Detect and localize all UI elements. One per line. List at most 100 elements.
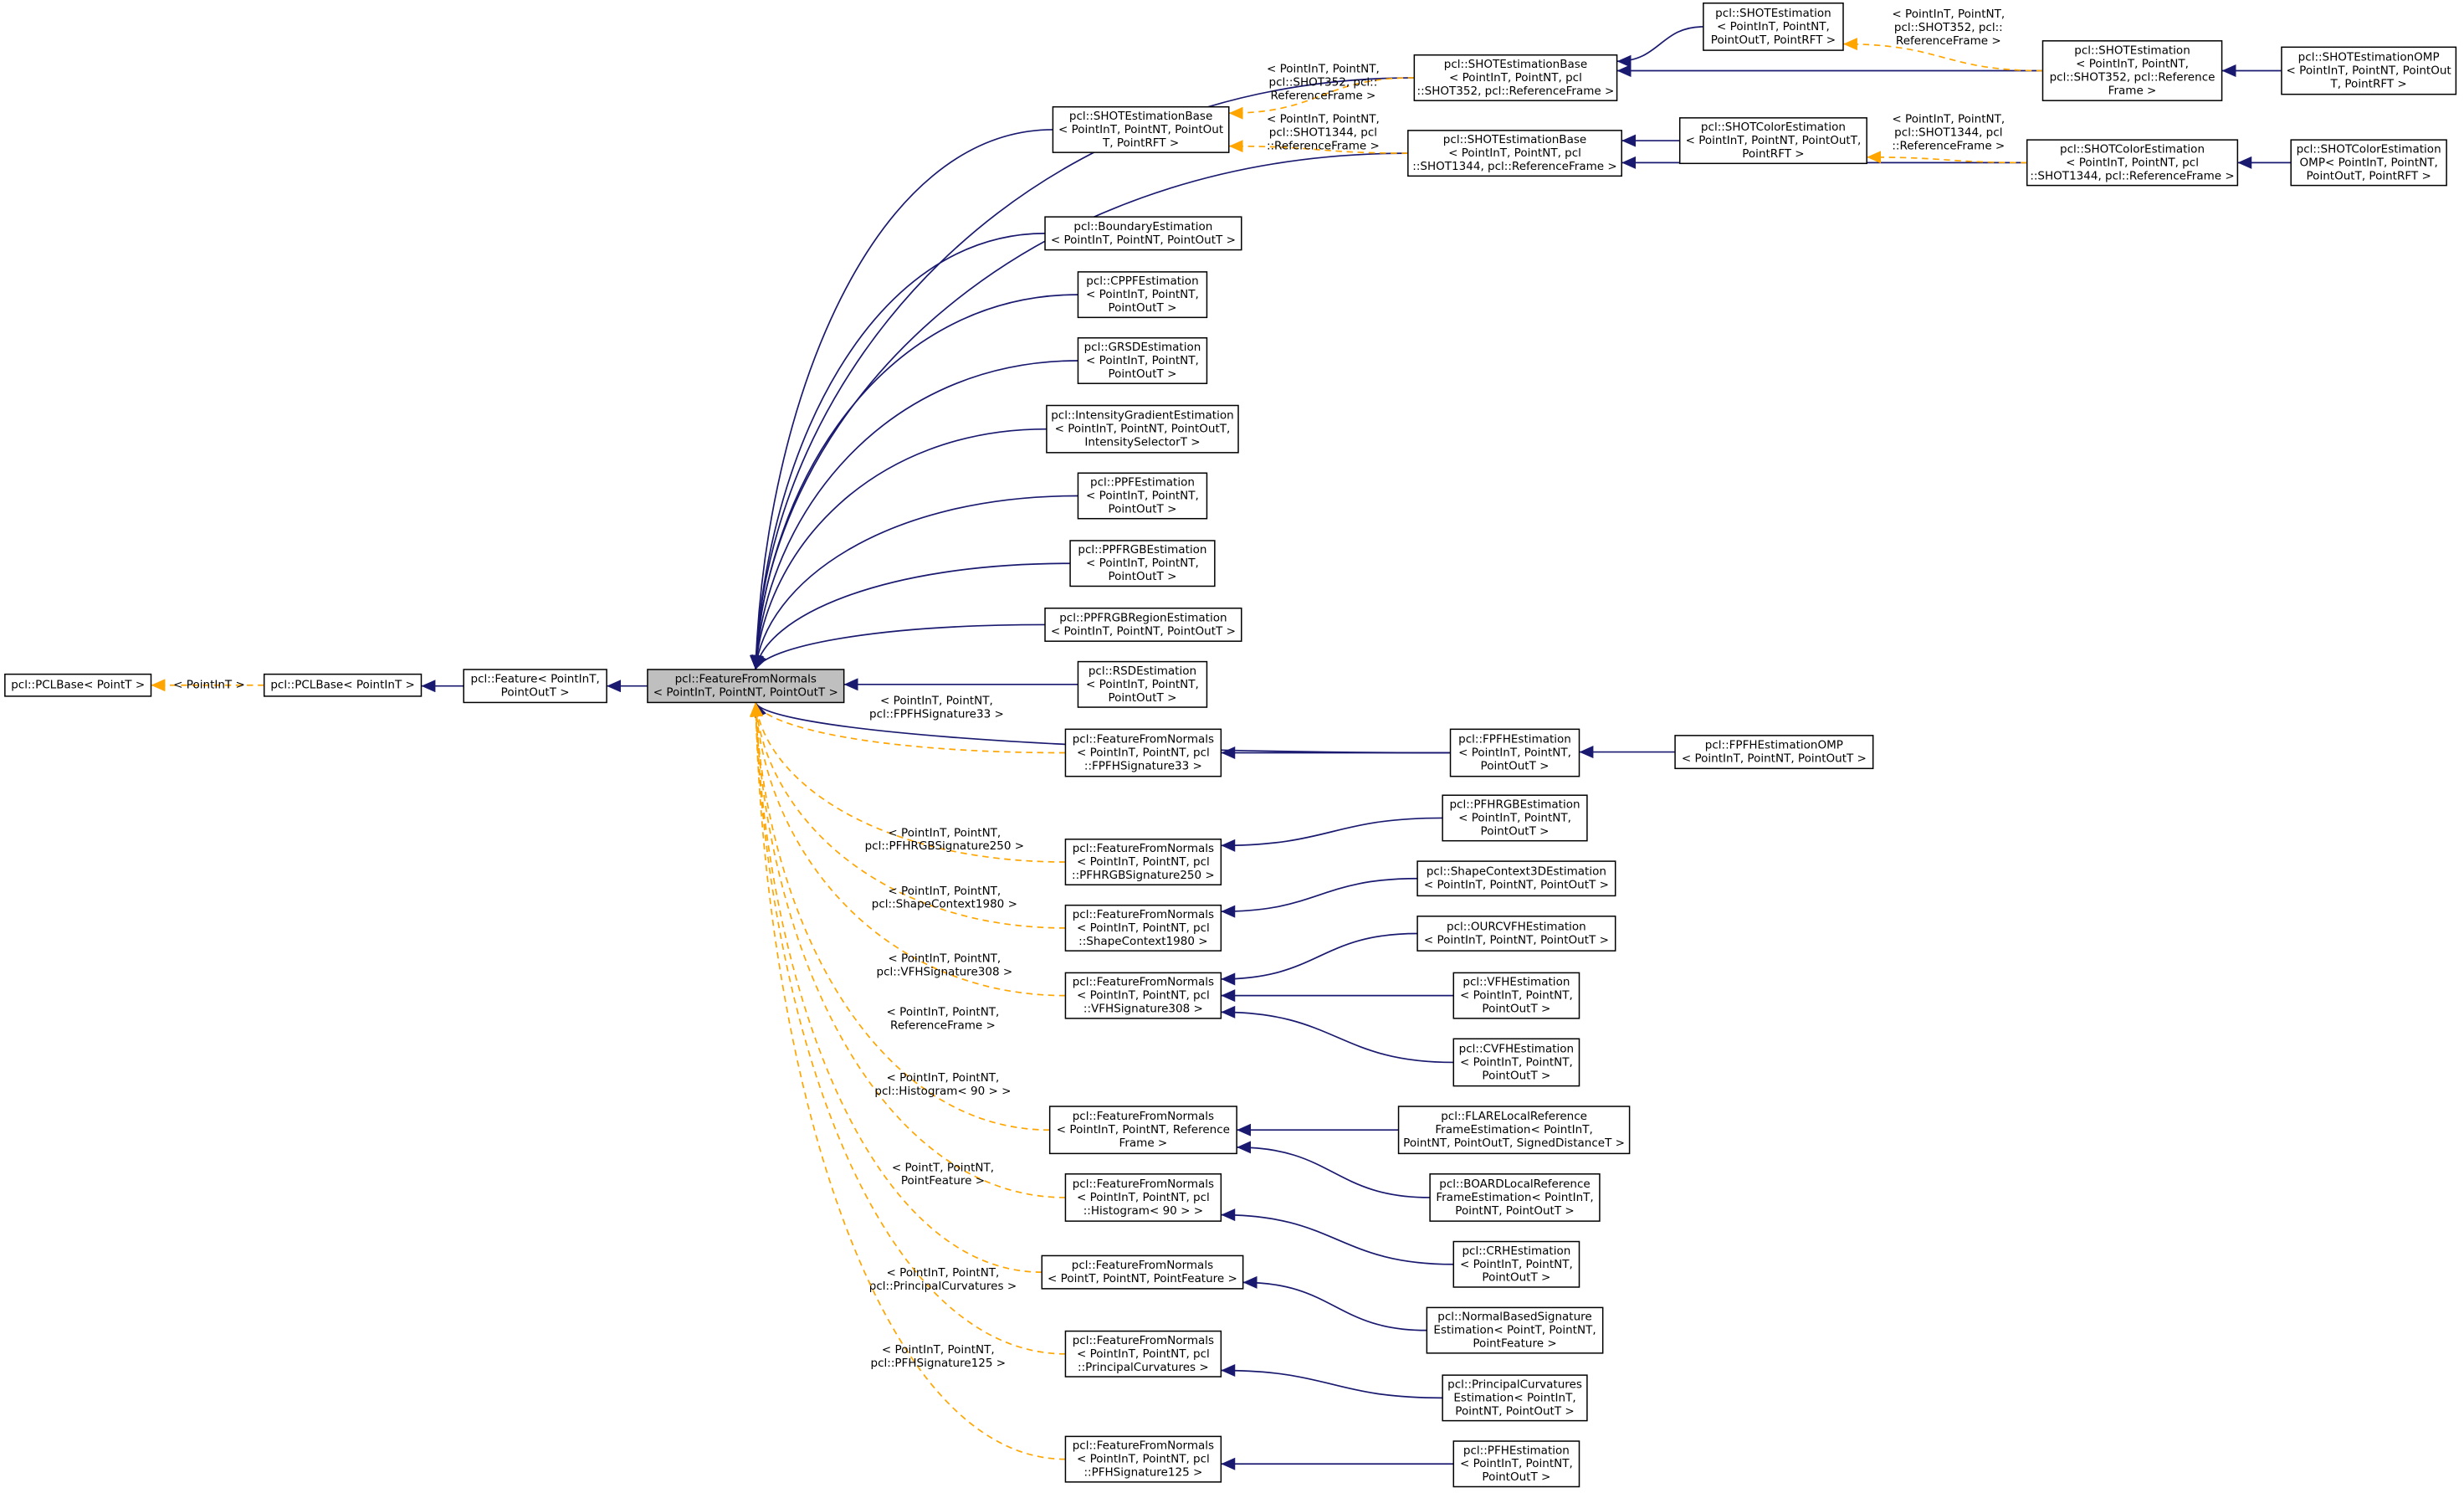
class-label: ::SHOT1344, pcl::ReferenceFrame > [2030,169,2234,182]
class-label: PointOutT > [501,686,570,700]
class-label: pcl::CVFHEstimation [1459,1042,1574,1055]
inheritance-edge [750,428,1047,670]
template-edge [750,702,1066,1198]
class-label: pcl::FeatureFromNormals [1073,1334,1214,1347]
class-label: < PointInT, PointNT, pcl [1077,921,1210,935]
class-node [1449,728,1580,777]
inheritance-edge [755,702,1451,754]
template-edge [750,702,1066,1355]
class-label: ::FPFHSignature33 > [1084,759,1202,772]
class-node [1077,336,1208,384]
class-label: pcl::SHOTColorEstimation [1701,121,1846,134]
class-label: OMP< PointInT, PointNT, [2300,156,2438,169]
class-label: ::PFHRGBSignature250 > [1072,869,1215,882]
class-node [1077,660,1208,708]
class-label: < PointInT, PointNT, [1717,20,1830,33]
class-label: < PointInT, PointNT, [1086,557,1199,570]
edge-label: pcl::Histogram< 90 > > [874,1085,1011,1098]
class-node [2041,40,2223,101]
class-label: < PointInT, PointNT, [2076,58,2189,71]
class-label: PointOutT > [1482,1470,1550,1484]
class-node [1426,1306,1604,1354]
class-label: ::SHOT352, pcl::ReferenceFrame > [1417,85,1615,98]
class-node [1044,607,1242,642]
class-label: ::Histogram< 90 > > [1083,1204,1203,1218]
class-label: pcl::RSDEstimation [1089,664,1196,678]
class-label: PointNT, PointOutT > [1455,1404,1574,1418]
class-label: IntensitySelectorT > [1084,436,1200,449]
class-label: pcl::PCLBase< PointT > [11,679,145,692]
class-node [2281,46,2457,95]
class-label: pcl::IntensityGradientEstimation [1051,409,1234,423]
class-label: < PointInT, PointNT, pcl [1077,989,1210,1003]
class-node [1064,728,1222,777]
class-label: ::ShapeContext1980 > [1078,935,1207,948]
edge-label: < PointInT, PointNT, [887,1005,1000,1018]
class-label: pcl::PFHEstimation [1463,1444,1570,1457]
edge-label: pcl::FPFHSignature33 > [869,708,1004,721]
class-label: PointOutT > [1108,301,1176,315]
class-label: PointFeature > [1473,1337,1556,1351]
class-label: pcl::FeatureFromNormals [1073,976,1214,989]
class-node [1452,1038,1580,1087]
class-label: < PointInT, PointNT, pcl [1449,71,1582,85]
class-label: < PointInT, PointNT, [1460,1258,1573,1271]
class-label: ::VFHSignature308 > [1083,1003,1203,1016]
class-label: pcl::NormalBasedSignature [1437,1311,1591,1324]
inheritance-edge [1616,26,1703,68]
class-label: pcl::SHOTEstimationBase [1443,133,1586,146]
class-label: < PointInT, PointNT, PointOutT > [1051,624,1236,638]
edge-label: pcl::SHOT1344, pcl [1894,126,2002,140]
class-label: pcl::FeatureFromNormals [675,673,817,686]
class-label: pcl::FeatureFromNormals [1073,1439,1214,1453]
class-label: pcl::SHOTColorEstimation [2060,142,2205,156]
class-label: ::PFHSignature125 > [1083,1466,1202,1480]
class-label: pcl::SHOTEstimationBase [1069,110,1212,123]
edge-label: pcl::VFHSignature308 > [877,965,1013,978]
edge-label: ReferenceFrame > [1896,34,2001,48]
class-label: < PointInT, PointNT, PointOutT > [1424,879,1609,892]
class-label: < PointInT, PointNT, pcl [1077,855,1210,869]
class-node [1429,1173,1601,1222]
class-node [4,673,152,697]
class-label: < PointInT, PointNT, pcl [2066,156,2199,169]
edge-label: ::ReferenceFrame > [1267,140,1380,153]
class-label: < PointInT, PointNT, pcl [1077,1347,1210,1361]
class-label: pcl::PPFRGBEstimation [1078,543,1206,557]
class-label: pcl::CRHEstimation [1462,1244,1570,1258]
class-label: ::PrincipalCurvatures > [1078,1361,1209,1374]
class-label: PointOutT > [1481,824,1550,838]
class-node [2026,139,2239,187]
inheritance-edge [1221,932,1418,986]
class-label: Frame > [1119,1136,1168,1150]
inheritance-edge [750,233,1046,670]
edge-label: pcl::SHOT352, pcl:: [1894,21,2003,34]
inheritance-edge [1221,877,1418,918]
edge-label: pcl::SHOT352, pcl:: [1269,76,1378,90]
template-edge [754,702,1066,754]
class-node [1442,1374,1588,1422]
class-node [1397,1106,1631,1155]
class-label: < PointInT, PointNT, [1086,678,1199,691]
class-label: pcl::FeatureFromNormals [1073,842,1214,855]
class-label: Estimation< PointInT, [1453,1391,1575,1404]
class-node [1044,216,1242,251]
class-label: pcl::FeatureFromNormals [1072,1259,1213,1272]
class-label: < PointInT, PointNT, [1458,811,1571,824]
class-label: FrameEstimation< PointInT, [1436,1191,1593,1204]
class-label: pcl::SHOTColorEstimation [2297,142,2441,156]
inheritance-edge [1221,1364,1443,1399]
class-label: < PointInT, PointNT, [1460,989,1573,1003]
class-node [463,669,607,704]
template-edge [1843,38,2043,72]
edge-label: < PointInT, PointNT, [887,1071,1000,1085]
edge-label: pcl::SHOT1344, pcl [1269,126,1377,140]
class-node [1064,1435,1222,1483]
class-label: pcl::SHOTEstimationBase [1444,58,1587,71]
class-node [1452,972,1580,1019]
class-node [1048,1106,1237,1155]
class-label: Estimation< PointT, PointNT, [1433,1324,1596,1337]
class-node [1674,735,1874,770]
